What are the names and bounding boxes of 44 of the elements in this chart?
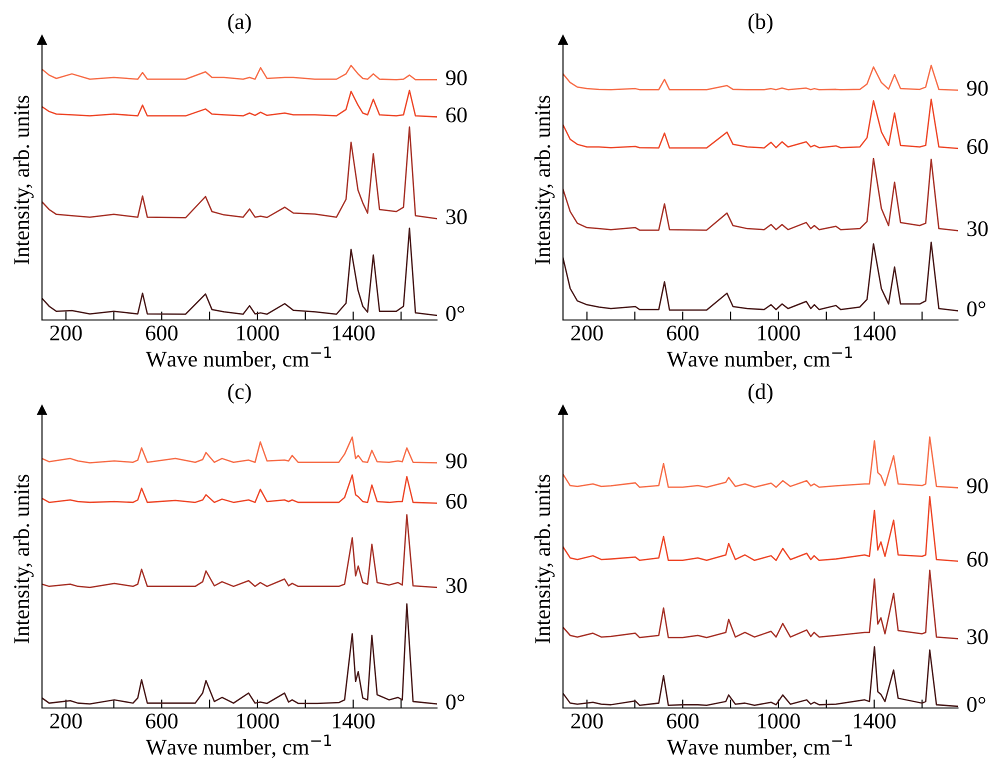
series-label: 30 [446, 578, 467, 594]
x-tick-label: 1000 [758, 326, 800, 340]
series-label: 90 [967, 80, 988, 96]
y-axis-title: Intensity, arb. units [13, 474, 34, 644]
chart-title: (d) [748, 383, 772, 404]
x-axis-title: Wave number, cm$^{−1}$ [146, 734, 332, 758]
series-label: 30 [967, 221, 988, 236]
chart-title: (b) [748, 13, 772, 34]
x-tick-label: 1400 [332, 714, 375, 728]
series-label: 90 [446, 70, 467, 86]
x-tick-label: 1000 [237, 714, 279, 728]
series-label: 0° [446, 694, 464, 710]
x-tick-label: 600 [666, 714, 699, 728]
y-axis-title: Intensity, arb. units [534, 474, 555, 644]
x-tick-label: 200 [50, 714, 82, 728]
x-axis-title: Wave number, cm$^{−1}$ [666, 346, 852, 370]
x-tick-label: 200 [50, 326, 82, 340]
x-tick-label: 600 [146, 326, 178, 340]
series-label: 0° [446, 306, 464, 321]
series-label: 90 [967, 478, 988, 494]
x-tick-label: 200 [571, 714, 603, 728]
series-label: 30 [446, 209, 467, 224]
x-axis-title: Wave number, cm$^{−1}$ [666, 734, 852, 758]
x-tick-label: 200 [571, 326, 603, 340]
x-tick-label: 1000 [758, 714, 800, 728]
chart-title: (a) [228, 13, 251, 34]
series-label: 30 [967, 629, 988, 644]
series-label: 0° [967, 696, 986, 712]
x-tick-label: 600 [146, 714, 178, 728]
y-axis-title: Intensity, arb. units [534, 96, 555, 264]
chart-title: (c) [228, 383, 251, 404]
series-label: 90 [446, 453, 467, 468]
x-tick-label: 1400 [854, 714, 896, 728]
x-tick-label: 1000 [237, 326, 279, 340]
y-axis-title: Intensity, arb. units [13, 96, 34, 264]
x-tick-label: 600 [666, 326, 699, 340]
series-label: 0° [967, 301, 986, 316]
series-label: 60 [967, 552, 988, 567]
series-label: 60 [967, 139, 988, 154]
x-tick-label: 1400 [854, 326, 896, 340]
series-label: 60 [446, 494, 467, 509]
series-label: 60 [446, 107, 467, 122]
x-axis-title: Wave number, cm$^{−1}$ [146, 346, 332, 370]
x-tick-label: 1400 [332, 326, 375, 340]
